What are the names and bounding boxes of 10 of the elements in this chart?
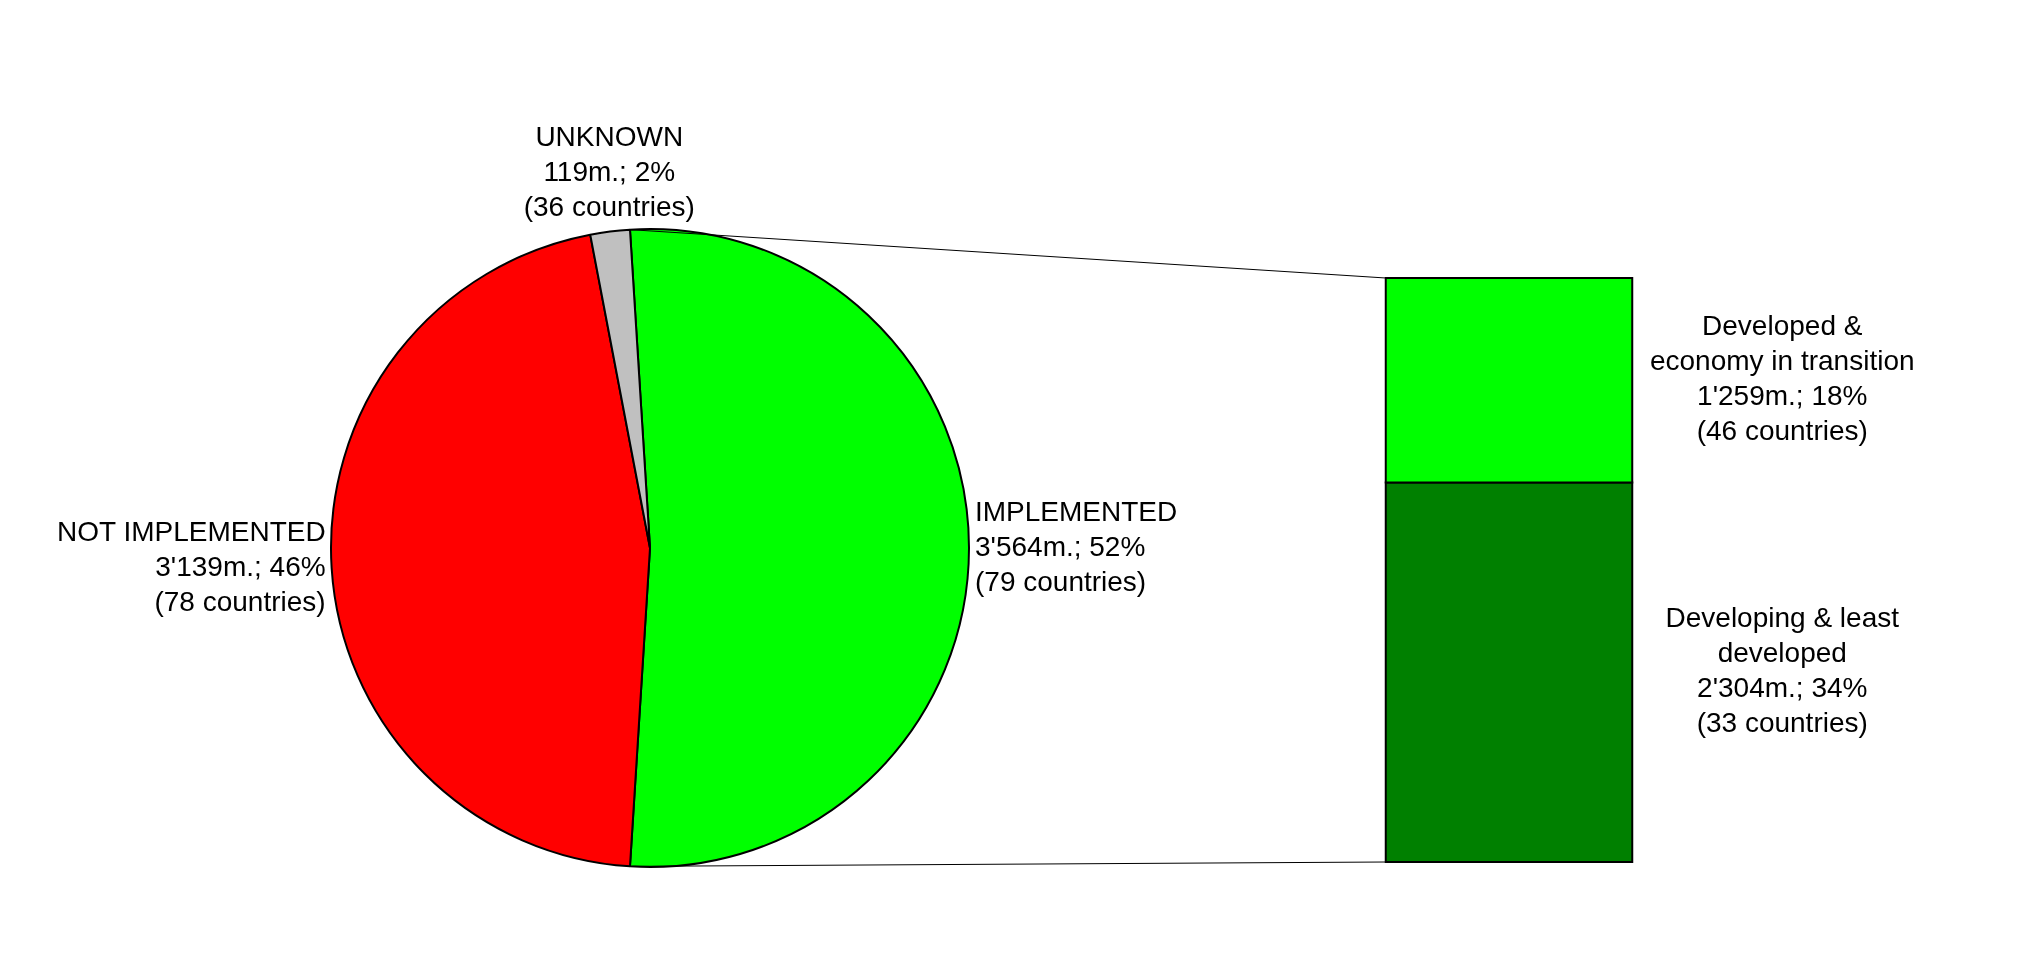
text: 2'304m.; 34% (33 countries): [1696, 672, 1868, 739]
series-label: Developing & least developed: [1665, 602, 1900, 669]
text: 3'564m.; 52% (79 countries): [975, 530, 1147, 597]
slice-label: IMPLEMENTED: [975, 495, 1178, 527]
text: 3'139m.; 46% (78 countries): [154, 551, 326, 618]
series-label: Developed & economy in transition: [1649, 310, 1915, 377]
text: 1'259m.; 18% (46 countries): [1696, 380, 1868, 447]
slice-label: NOT IMPLEMENTED: [57, 516, 326, 548]
text: 119m.; 2% (36 countries): [523, 155, 695, 222]
slice-label: UNKNOWN: [535, 120, 684, 152]
